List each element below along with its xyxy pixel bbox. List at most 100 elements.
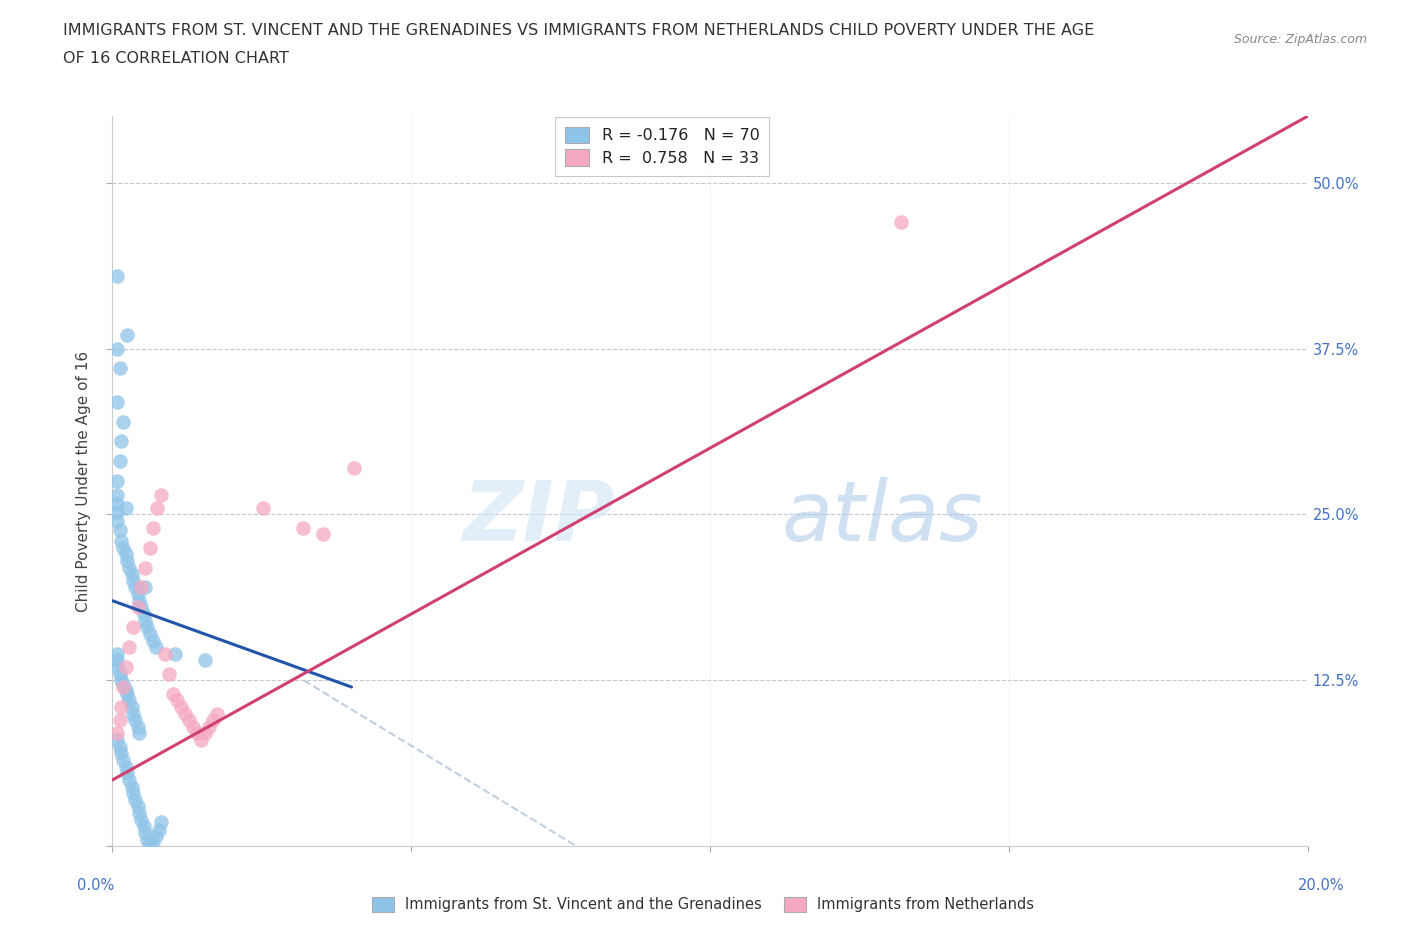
Point xyxy=(105,504,128,519)
Point xyxy=(105,341,128,356)
Point xyxy=(118,640,141,655)
Point xyxy=(150,815,173,830)
Point xyxy=(252,500,274,515)
Point xyxy=(145,829,167,844)
Point xyxy=(153,646,176,661)
Point xyxy=(124,712,146,727)
Point xyxy=(121,699,143,714)
Point xyxy=(174,706,197,721)
Point xyxy=(129,580,152,595)
Point xyxy=(134,560,156,575)
Point xyxy=(343,460,366,475)
Point xyxy=(165,646,187,661)
Point xyxy=(190,733,212,748)
Point xyxy=(198,720,221,735)
Point xyxy=(128,726,150,741)
Legend: Immigrants from St. Vincent and the Grenadines, Immigrants from Netherlands: Immigrants from St. Vincent and the Gren… xyxy=(366,891,1040,918)
Point xyxy=(105,394,128,409)
Point xyxy=(142,835,165,850)
Point xyxy=(105,513,128,528)
Point xyxy=(110,746,132,761)
Point xyxy=(121,779,143,794)
Point xyxy=(105,497,128,512)
Text: 20.0%: 20.0% xyxy=(1298,878,1346,893)
Text: atlas: atlas xyxy=(782,477,983,558)
Y-axis label: Child Poverty Under the Age of 16: Child Poverty Under the Age of 16 xyxy=(76,351,91,612)
Point xyxy=(136,832,159,847)
Point xyxy=(110,699,132,714)
Text: IMMIGRANTS FROM ST. VINCENT AND THE GRENADINES VS IMMIGRANTS FROM NETHERLANDS CH: IMMIGRANTS FROM ST. VINCENT AND THE GREN… xyxy=(63,23,1094,38)
Point xyxy=(108,666,131,681)
Point xyxy=(134,826,156,841)
Legend: R = -0.176   N = 70, R =  0.758   N = 33: R = -0.176 N = 70, R = 0.758 N = 33 xyxy=(555,117,769,176)
Point xyxy=(129,600,152,615)
Point xyxy=(105,268,128,283)
Point xyxy=(110,434,132,449)
Point xyxy=(105,726,128,741)
Point xyxy=(129,812,152,827)
Point xyxy=(132,606,155,621)
Point xyxy=(118,693,141,708)
Point xyxy=(122,786,145,801)
Point xyxy=(127,799,149,814)
Point xyxy=(117,328,139,343)
Point xyxy=(124,580,146,595)
Point xyxy=(118,560,141,575)
Point xyxy=(105,733,128,748)
Point xyxy=(105,487,128,502)
Point xyxy=(105,646,128,661)
Text: Source: ZipAtlas.com: Source: ZipAtlas.com xyxy=(1233,33,1367,46)
Point xyxy=(105,659,128,674)
Point xyxy=(114,659,136,674)
Point xyxy=(112,540,135,555)
Point xyxy=(112,680,135,695)
Point xyxy=(157,666,180,681)
Point xyxy=(890,215,912,230)
Point xyxy=(114,759,136,774)
Point xyxy=(150,487,173,502)
Point xyxy=(162,686,184,701)
Point xyxy=(108,739,131,754)
Point xyxy=(112,414,135,429)
Point xyxy=(114,500,136,515)
Point xyxy=(134,580,156,595)
Point xyxy=(291,520,314,535)
Point xyxy=(170,699,193,714)
Point xyxy=(166,693,188,708)
Text: OF 16 CORRELATION CHART: OF 16 CORRELATION CHART xyxy=(63,51,290,66)
Text: 0.0%: 0.0% xyxy=(77,878,114,893)
Point xyxy=(136,620,159,635)
Point xyxy=(108,523,131,538)
Point xyxy=(127,600,149,615)
Point xyxy=(105,474,128,489)
Point xyxy=(112,752,135,767)
Point xyxy=(128,593,150,608)
Point xyxy=(110,534,132,549)
Point xyxy=(138,836,160,851)
Point xyxy=(117,686,139,701)
Point xyxy=(110,673,132,688)
Point xyxy=(132,819,155,834)
Point xyxy=(194,653,217,668)
Point xyxy=(118,773,141,788)
Point xyxy=(128,805,150,820)
Point xyxy=(177,712,200,727)
Point xyxy=(105,653,128,668)
Point xyxy=(186,726,208,741)
Point xyxy=(201,712,224,727)
Point xyxy=(117,766,139,781)
Point xyxy=(122,574,145,589)
Point xyxy=(117,553,139,568)
Point xyxy=(124,792,146,807)
Point xyxy=(108,712,131,727)
Point xyxy=(134,613,156,628)
Point xyxy=(146,500,169,515)
Point xyxy=(121,566,143,581)
Point xyxy=(142,520,165,535)
Point xyxy=(145,640,167,655)
Point xyxy=(181,720,204,735)
Point xyxy=(312,527,335,542)
Point xyxy=(148,823,170,838)
Point xyxy=(114,683,136,698)
Point xyxy=(142,633,165,648)
